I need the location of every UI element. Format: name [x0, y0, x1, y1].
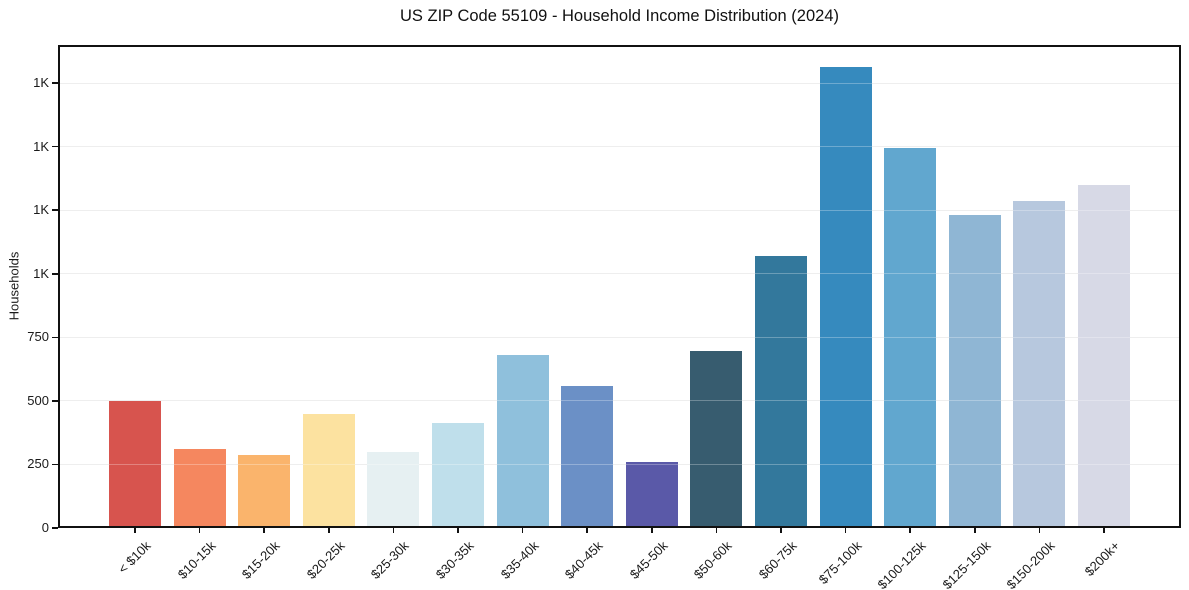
- axis-spine-bottom: [58, 526, 1181, 528]
- axis-spine-top: [58, 45, 1181, 47]
- x-tick-mark: [1038, 528, 1041, 533]
- x-tick-mark: [909, 528, 911, 533]
- x-tick-mark: [651, 528, 653, 533]
- gridline-overlay: [60, 146, 1179, 148]
- y-tick-label: 1K: [33, 265, 49, 281]
- bar-150-200k: [1013, 201, 1066, 527]
- y-tick-label: 250: [27, 456, 49, 472]
- bar-100-125k: [884, 148, 937, 527]
- x-tick-mark: [586, 528, 588, 533]
- x-tick-mark: [1103, 528, 1105, 533]
- x-tick-mark: [844, 528, 847, 533]
- y-tick-label: 0: [41, 520, 49, 535]
- y-tick-mark: [52, 209, 58, 211]
- bar-60-75k: [755, 256, 807, 527]
- x-tick-label: < $10k: [115, 538, 154, 577]
- gridline-overlay: [60, 273, 1179, 275]
- x-tick-mark: [134, 528, 136, 533]
- bar-25-30k: [367, 451, 420, 527]
- bar-45-50k: [625, 462, 678, 527]
- y-axis-label: Households: [6, 251, 22, 321]
- axis-spine-right: [1179, 45, 1181, 528]
- chart-title: US ZIP Code 55109 - Household Income Dis…: [399, 7, 839, 25]
- y-tick-mark: [52, 273, 58, 275]
- bar-125-150k: [948, 215, 1001, 527]
- x-tick-mark: [715, 528, 718, 533]
- y-tick-label: 750: [27, 329, 49, 345]
- x-tick-mark: [392, 528, 395, 533]
- y-tick-label: 500: [27, 392, 49, 408]
- gridline-overlay: [60, 463, 1179, 465]
- y-tick-label: 1K: [33, 138, 49, 154]
- x-tick-mark: [974, 528, 976, 533]
- bar-200k: [1078, 184, 1130, 527]
- gridline-overlay: [60, 209, 1179, 211]
- x-tick-mark: [457, 528, 459, 533]
- gridline: [60, 146, 1179, 148]
- plot-area: [58, 45, 1181, 528]
- bar-30-35k: [432, 422, 484, 527]
- gridline-overlay: [60, 400, 1179, 402]
- gridline-overlay: [60, 82, 1179, 84]
- bar-35-40k: [496, 355, 549, 527]
- bar-10-15k: [173, 449, 226, 527]
- y-tick-label: 1K: [33, 75, 49, 91]
- gridline: [60, 209, 1179, 211]
- y-tick-mark: [52, 527, 58, 529]
- bar-50-60k: [690, 350, 743, 527]
- bar-10k: [109, 400, 161, 527]
- y-tick-label: 1K: [33, 202, 49, 218]
- x-tick-mark: [780, 528, 782, 533]
- gridline-overlay: [60, 336, 1179, 338]
- gridline: [60, 463, 1179, 465]
- y-tick-mark: [52, 336, 58, 339]
- x-tick-mark: [263, 528, 265, 533]
- gridline: [60, 400, 1179, 402]
- y-tick-mark: [52, 145, 58, 148]
- gridline: [60, 82, 1179, 84]
- axis-spine-left: [58, 45, 60, 528]
- x-tick-mark: [328, 528, 330, 533]
- bar-20-25k: [302, 414, 355, 527]
- y-tick-mark: [52, 463, 58, 466]
- gridline: [60, 273, 1179, 275]
- x-tick-mark: [198, 528, 201, 533]
- bar-40-45k: [561, 386, 614, 527]
- x-tick-mark: [521, 528, 524, 533]
- y-tick-mark: [52, 82, 58, 84]
- gridline: [60, 336, 1179, 338]
- y-tick-mark: [52, 400, 58, 402]
- bar-75-100k: [819, 66, 872, 527]
- bar-15-20k: [238, 455, 291, 527]
